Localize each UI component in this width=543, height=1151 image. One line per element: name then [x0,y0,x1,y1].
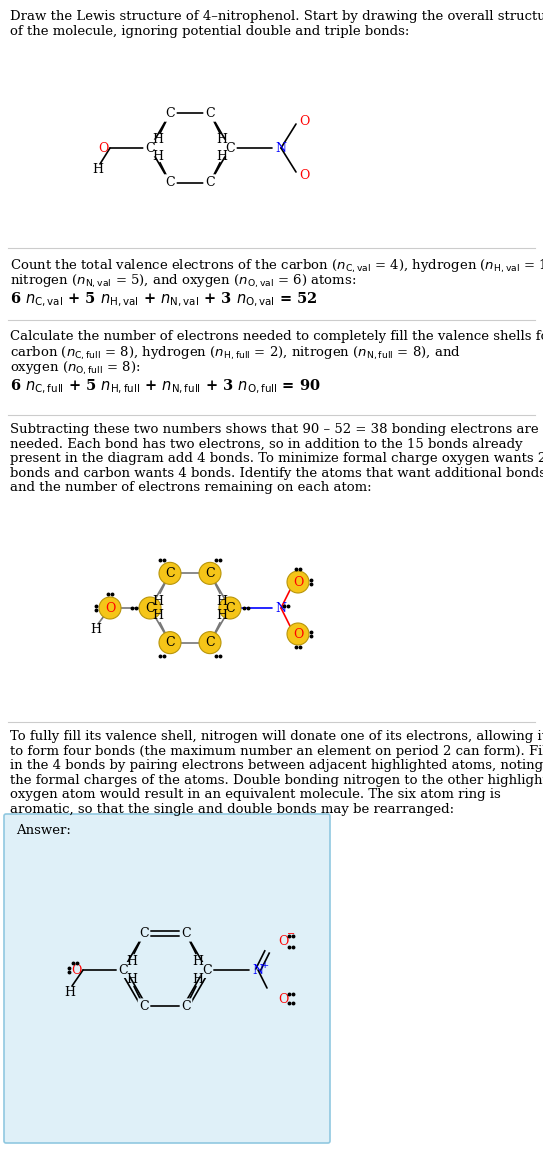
Text: H: H [217,132,228,146]
Circle shape [159,563,181,585]
Text: H: H [217,150,228,163]
Text: nitrogen ($n_{\mathsf{N,val}}$ = 5), and oxygen ($n_{\mathsf{O,val}}$ = 6) atoms: nitrogen ($n_{\mathsf{N,val}}$ = 5), and… [10,273,356,290]
Circle shape [287,623,309,645]
Text: C: C [165,176,175,189]
Text: H: H [193,955,204,968]
Text: C: C [139,927,149,940]
Text: C: C [145,602,155,615]
Text: +: + [261,960,269,969]
Text: to form four bonds (the maximum number an element on period 2 can form). Fill: to form four bonds (the maximum number a… [10,745,543,757]
Text: O: O [293,627,303,640]
Text: N: N [252,963,263,976]
Text: O: O [293,576,303,588]
Text: Draw the Lewis structure of 4–nitrophenol. Start by drawing the overall structur: Draw the Lewis structure of 4–nitropheno… [10,10,543,23]
Text: H: H [193,973,204,986]
Text: N: N [275,142,286,154]
Text: C: C [205,176,215,189]
Text: 6 $n_{\mathsf{C,full}}$ + 5 $n_{\mathsf{H,full}}$ + $n_{\mathsf{N,full}}$ + 3 $n: 6 $n_{\mathsf{C,full}}$ + 5 $n_{\mathsf{… [10,378,321,396]
Text: Calculate the number of electrons needed to completely fill the valence shells f: Calculate the number of electrons needed… [10,330,543,343]
Text: H: H [153,150,163,163]
Text: of the molecule, ignoring potential double and triple bonds:: of the molecule, ignoring potential doub… [10,25,409,38]
Circle shape [159,632,181,654]
Text: C: C [205,637,215,649]
Text: carbon ($n_{\mathsf{C,full}}$ = 8), hydrogen ($n_{\mathsf{H,full}}$ = 2), nitrog: carbon ($n_{\mathsf{C,full}}$ = 8), hydr… [10,345,460,363]
Text: C: C [202,963,212,976]
Text: bonds and carbon wants 4 bonds. Identify the atoms that want additional bonds: bonds and carbon wants 4 bonds. Identify… [10,466,543,480]
Circle shape [199,563,221,585]
Text: C: C [181,1000,191,1013]
Text: C: C [225,142,235,154]
Circle shape [99,597,121,619]
Text: H: H [127,973,137,986]
Text: aromatic, so that the single and double bonds may be rearranged:: aromatic, so that the single and double … [10,802,454,816]
Text: O: O [278,935,288,947]
Text: present in the diagram add 4 bonds. To minimize formal charge oxygen wants 2: present in the diagram add 4 bonds. To m… [10,452,543,465]
Circle shape [219,597,241,619]
Text: H: H [217,595,228,608]
Text: To fully fill its valence shell, nitrogen will donate one of its electrons, allo: To fully fill its valence shell, nitroge… [10,730,543,744]
Text: oxygen atom would result in an equivalent molecule. The six atom ring is: oxygen atom would result in an equivalen… [10,788,501,801]
Text: C: C [181,927,191,940]
Circle shape [199,632,221,654]
Text: 6 $n_{\mathsf{C,val}}$ + 5 $n_{\mathsf{H,val}}$ + $n_{\mathsf{N,val}}$ + 3 $n_{\: 6 $n_{\mathsf{C,val}}$ + 5 $n_{\mathsf{H… [10,291,318,310]
Text: C: C [205,566,215,580]
Text: the formal charges of the atoms. Double bonding nitrogen to the other highlighte: the formal charges of the atoms. Double … [10,773,543,786]
Text: C: C [205,107,215,120]
Text: Answer:: Answer: [16,824,71,837]
Text: O: O [299,168,310,182]
Text: H: H [92,162,104,175]
Text: −: − [287,930,295,938]
Text: C: C [225,602,235,615]
Text: H: H [91,623,102,635]
Text: Count the total valence electrons of the carbon ($n_{\mathsf{C,val}}$ = 4), hydr: Count the total valence electrons of the… [10,258,543,275]
Text: oxygen ($n_{\mathsf{O,full}}$ = 8):: oxygen ($n_{\mathsf{O,full}}$ = 8): [10,360,141,378]
Circle shape [139,597,161,619]
Text: C: C [165,107,175,120]
Text: C: C [139,1000,149,1013]
Text: O: O [299,114,310,128]
Text: H: H [153,595,163,608]
Text: C: C [145,142,155,154]
Text: O: O [99,142,109,154]
Text: Subtracting these two numbers shows that 90 – 52 = 38 bonding electrons are: Subtracting these two numbers shows that… [10,424,539,436]
Text: C: C [118,963,128,976]
Text: and the number of electrons remaining on each atom:: and the number of electrons remaining on… [10,481,371,494]
Text: H: H [153,132,163,146]
Text: O: O [105,602,115,615]
Text: in the 4 bonds by pairing electrons between adjacent highlighted atoms, noting: in the 4 bonds by pairing electrons betw… [10,759,543,772]
FancyBboxPatch shape [4,814,330,1143]
Text: O: O [72,963,82,976]
Text: H: H [217,609,228,623]
Text: H: H [153,609,163,623]
Text: C: C [165,637,175,649]
Text: N: N [275,602,286,615]
Text: H: H [127,955,137,968]
Text: O: O [278,992,288,1006]
Circle shape [287,571,309,593]
Text: H: H [65,985,75,999]
Text: needed. Each bond has two electrons, so in addition to the 15 bonds already: needed. Each bond has two electrons, so … [10,437,522,450]
Text: C: C [165,566,175,580]
